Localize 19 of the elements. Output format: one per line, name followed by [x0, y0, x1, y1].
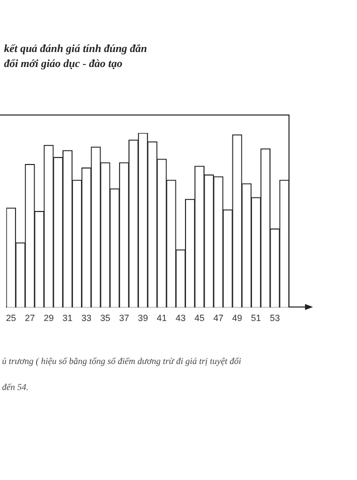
x-tick-label: 39: [138, 313, 148, 324]
x-tick-label: 53: [270, 313, 280, 324]
x-tick-label: 45: [194, 313, 204, 324]
text: ủ trương ( hiệu số bằng tổng số điểm dương trừ đi giá trị tuyệt đối: [2, 355, 242, 368]
x-tick-label: 37: [119, 313, 130, 324]
x-tick-label: 27: [24, 313, 35, 324]
x-tick-label: 47: [213, 313, 224, 324]
x-tick-label: 43: [176, 313, 186, 324]
x-tick-label: 41: [156, 313, 167, 324]
chart-title: kết quả đánh giá tính đúng đắn: [4, 42, 148, 57]
x-tick-label: 33: [81, 313, 92, 324]
x-tick-label: 51: [251, 313, 262, 324]
text: đến 54.: [2, 381, 30, 394]
x-tick-label: 29: [44, 313, 54, 324]
x-tick-label: 25: [6, 313, 16, 324]
x-tick-label: 49: [232, 313, 242, 324]
chart-subtitle: đổi mới giáo dục - đào tạo: [4, 57, 124, 72]
x-tick-label: 35: [100, 313, 110, 324]
x-tick-label: 31: [62, 313, 73, 324]
